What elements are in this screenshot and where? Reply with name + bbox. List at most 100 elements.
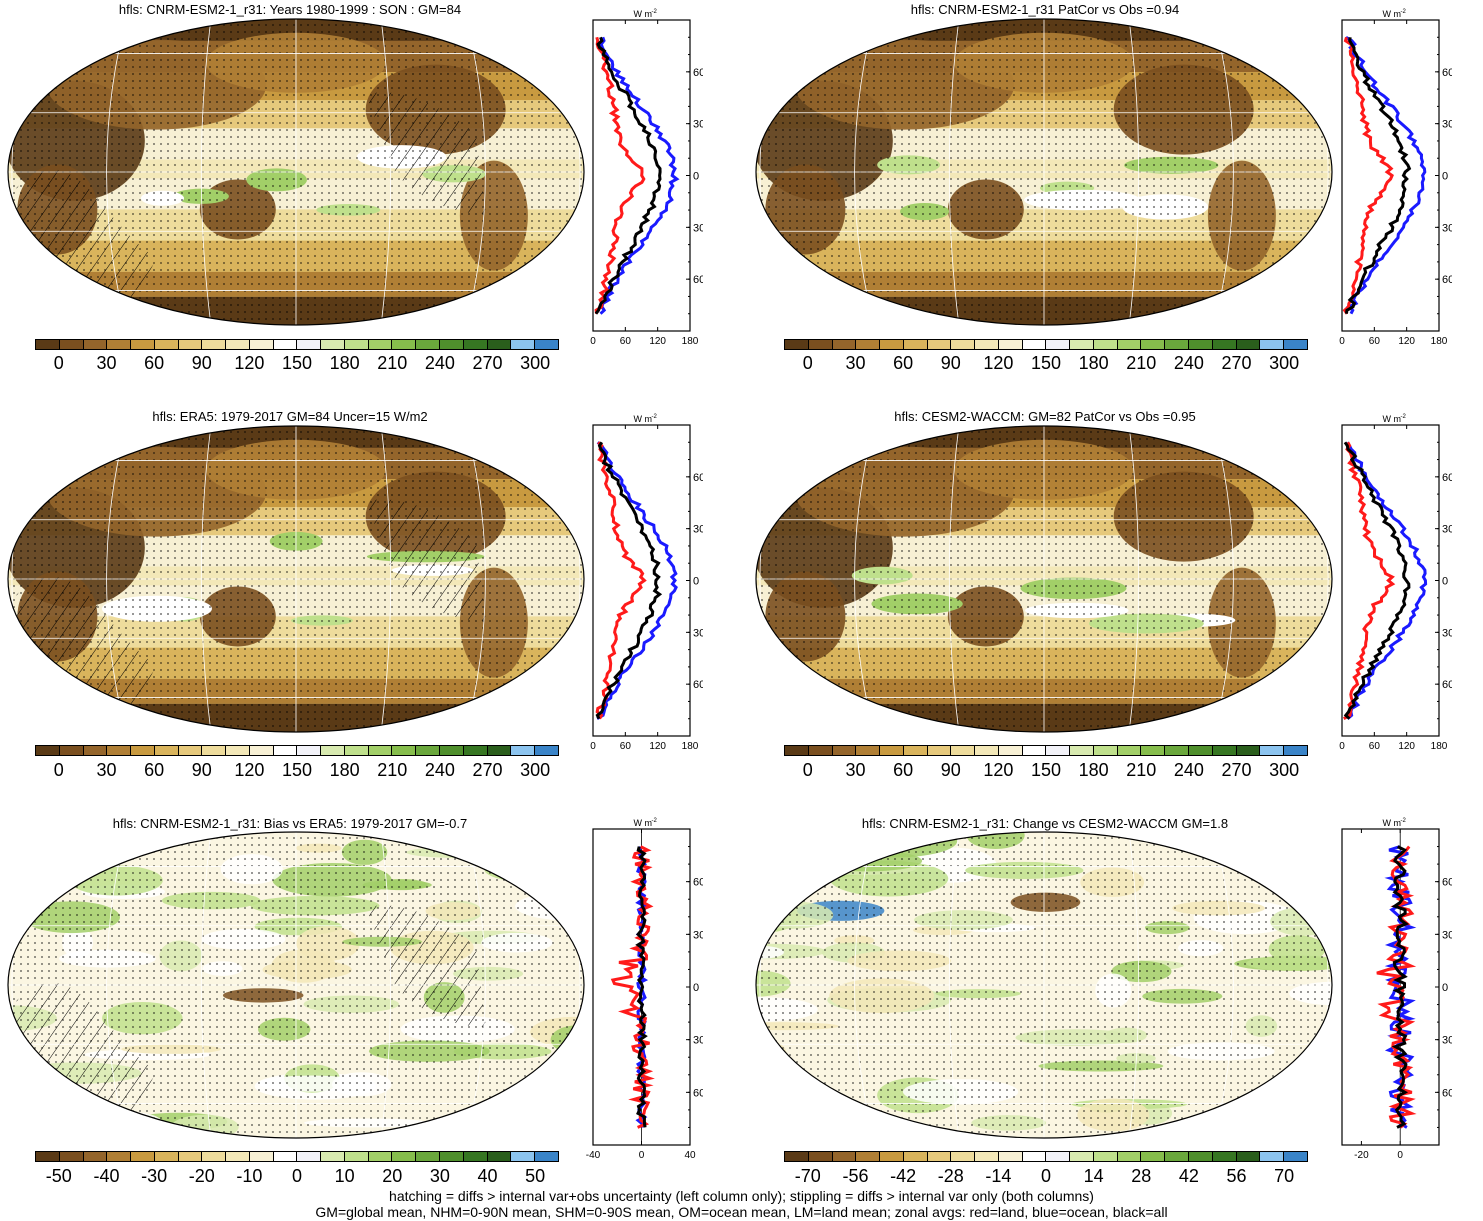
colorbar-tick-label: 240 <box>424 353 455 373</box>
zonal-mean-ocean-line <box>1345 36 1427 315</box>
colorbar-labels: 0 30 60 90 120 150 180 210 240 270 300 <box>35 353 559 373</box>
colorbar-swatch <box>249 340 274 349</box>
profile-unit-label: W m <box>1383 414 1402 424</box>
latitude-tick-label: 60S <box>1442 679 1452 691</box>
colorbar-change <box>784 1151 1308 1162</box>
colorbar-swatch <box>1141 340 1166 349</box>
latitude-tick-label: 0 <box>1442 576 1448 588</box>
colorbar-swatch <box>107 746 132 755</box>
latitude-tick-label: 30N <box>1442 524 1452 536</box>
profile-x-tick-label: 60 <box>1369 336 1381 347</box>
colorbar-swatch <box>998 1152 1023 1161</box>
zonal-profile-bias: W m-2 60N 30N 0 30S 60S -40 0 40 <box>578 815 713 1165</box>
colorbar-swatch <box>808 1152 833 1161</box>
colorbar-swatch <box>131 1152 155 1161</box>
zonal-mean-all-line <box>595 441 663 720</box>
colorbar-swatch <box>1212 340 1237 349</box>
colorbar-tick-label: 0 <box>1040 1166 1052 1186</box>
colorbar-swatch <box>1284 746 1307 755</box>
colorbar-swatch <box>1189 340 1213 349</box>
colorbar-swatch <box>951 1152 976 1161</box>
latitude-tick-label: 0 <box>693 982 699 994</box>
colorbar-swatch <box>951 340 976 349</box>
profile-unit-label: W m <box>634 414 653 424</box>
colorbar-swatch <box>785 746 809 755</box>
profile-unit-exponent: -2 <box>1401 9 1407 15</box>
map-panel-patcor <box>753 16 1335 328</box>
map-panel-change <box>753 829 1335 1141</box>
colorbar-tick-label: 14 <box>1083 1166 1104 1186</box>
latitude-tick-label: 60S <box>693 679 703 691</box>
colorbar-swatch <box>202 1152 227 1161</box>
footer-line-1: hatching = diffs > internal var+obs unce… <box>389 1188 1094 1204</box>
colorbar-swatch <box>998 340 1023 349</box>
colorbar-tick-label: -56 <box>842 1166 869 1186</box>
colorbar-swatch <box>226 1152 250 1161</box>
colorbar-swatch <box>975 1152 999 1161</box>
colorbar-tick-label: 180 <box>329 760 360 780</box>
colorbar-tick-label: 120 <box>234 353 265 373</box>
colorbar-tick-label: -42 <box>890 1166 917 1186</box>
profile-x-tick-label: 120 <box>649 336 666 347</box>
colorbar-swatch <box>1212 1152 1237 1161</box>
colorbar-swatch <box>1070 746 1094 755</box>
colorbar-tick-label: 0 <box>291 1166 303 1186</box>
latitude-tick-label: 30N <box>693 119 703 131</box>
colorbar-tick-label: 270 <box>1221 760 1252 780</box>
colorbar-tick-label: 30 <box>429 1166 450 1186</box>
colorbar-tick-label: -50 <box>45 1166 72 1186</box>
zonal-profile-change: W m-2 60N 30N 0 30S 60S -20 0 <box>1327 815 1462 1165</box>
zonal-mean-ocean-line <box>1346 441 1428 720</box>
colorbar-swatch <box>154 1152 179 1161</box>
colorbar-tick-label: 90 <box>191 353 212 373</box>
colorbar-swatch <box>321 1152 345 1161</box>
colorbar-swatch <box>511 1152 536 1161</box>
colorbar-bias <box>35 1151 559 1162</box>
colorbar-swatch <box>178 340 203 349</box>
profile-x-tick-label: 120 <box>649 741 666 752</box>
colorbar-tick-label: 60 <box>144 760 165 780</box>
colorbar-tick-label: 30 <box>845 760 866 780</box>
colorbar-swatch <box>83 340 108 349</box>
zonal-mean-all-line <box>1344 37 1412 314</box>
map-panel-bias <box>5 829 587 1141</box>
latitude-tick-label: 60S <box>693 1087 703 1099</box>
colorbar-tick-label: 300 <box>1269 760 1300 780</box>
colorbar-tick-label: 180 <box>1078 760 1109 780</box>
latitude-tick-label: 0 <box>693 171 699 183</box>
latitude-tick-label: 30S <box>1442 222 1452 234</box>
latitude-tick-label: 30S <box>693 1035 703 1047</box>
zonal-mean-all-line <box>1343 441 1411 720</box>
profile-x-tick-label: 0 <box>639 1150 645 1161</box>
profile-unit-label: W m <box>634 818 653 828</box>
latitude-tick-label: 60S <box>1442 274 1452 286</box>
colorbar-tick-label: -30 <box>141 1166 168 1186</box>
profile-x-tick-label: 180 <box>1431 741 1448 752</box>
colorbar-tick-label: 120 <box>983 353 1014 373</box>
colorbar-swatch <box>36 746 60 755</box>
colorbar-swatch <box>297 746 322 755</box>
zonal-mean-ocean-line <box>596 441 678 721</box>
colorbar-tick-label: 30 <box>96 353 117 373</box>
colorbar-tick-label: 50 <box>525 1166 546 1186</box>
colorbar-swatch <box>511 746 536 755</box>
colorbar-swatch <box>951 746 976 755</box>
colorbar-swatch <box>107 1152 132 1161</box>
profile-x-tick-label: 120 <box>1398 741 1415 752</box>
colorbar-tick-label: 210 <box>1126 353 1157 373</box>
profile-x-tick-label: 40 <box>684 1150 696 1161</box>
colorbar-swatch <box>440 1152 464 1161</box>
latitude-tick-label: 30S <box>693 222 703 234</box>
footer-note: hatching = diffs > internal var+obs unce… <box>0 1188 1483 1220</box>
colorbar-tick-label: 210 <box>1126 760 1157 780</box>
zonal-profile-model: W m-2 60N 30N 0 30S 60S 0 60 120 180 <box>578 6 713 351</box>
profile-x-tick-label: 0 <box>1339 336 1345 347</box>
colorbar-climatology <box>35 339 559 350</box>
colorbar-swatch <box>392 746 417 755</box>
colorbar-swatch <box>1165 340 1190 349</box>
colorbar-swatch <box>903 340 928 349</box>
colorbar-swatch <box>1236 1152 1261 1161</box>
latitude-tick-label: 30N <box>1442 929 1452 941</box>
colorbar-swatch <box>808 746 833 755</box>
colorbar-swatch <box>463 746 488 755</box>
